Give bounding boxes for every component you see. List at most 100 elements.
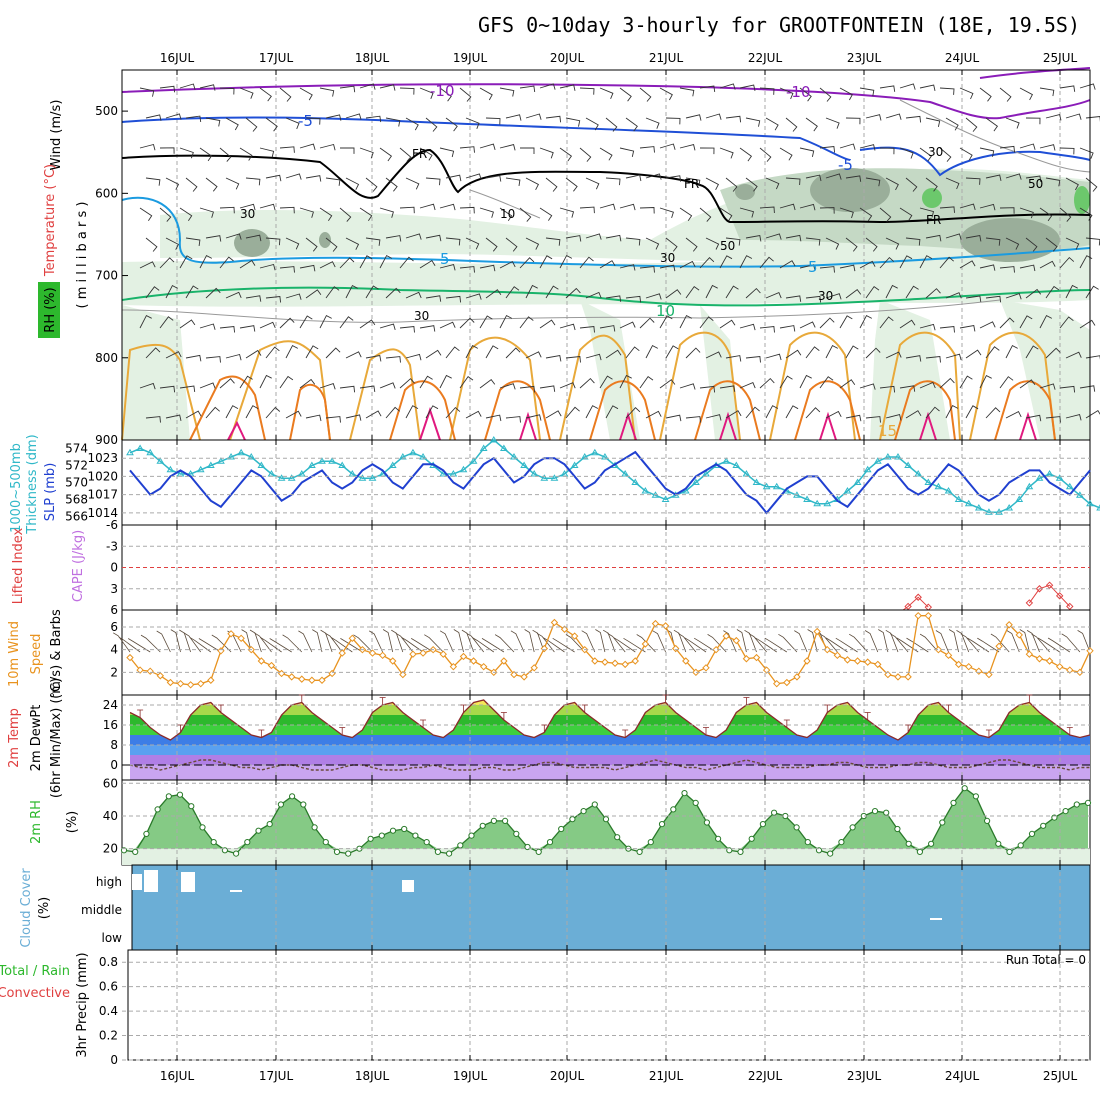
day-label-bottom: 25JUL [1043, 1069, 1078, 1083]
wind-barb [479, 143, 496, 151]
wind-speed-marker [136, 666, 144, 674]
wind-barb [905, 177, 918, 192]
lifted-index-line [1028, 584, 1071, 607]
wind-barb [519, 257, 535, 269]
wind-barb [425, 405, 439, 419]
wind-barb [999, 317, 1015, 329]
wind-barb [659, 87, 673, 101]
wind-barb [765, 117, 779, 131]
wind-barb [799, 264, 816, 271]
wind-barb [545, 410, 562, 419]
svg-text:30: 30 [414, 309, 429, 323]
wind-barb [579, 147, 592, 162]
wind-barb [1039, 260, 1056, 269]
thickness-marker [500, 444, 508, 451]
surface-wind-barb [536, 632, 555, 653]
wind-barb [299, 315, 313, 329]
wind-barb [645, 344, 659, 359]
wind-barb [805, 117, 818, 132]
wind-speed-marker [399, 670, 407, 679]
wind-barb [1005, 344, 1018, 359]
rh-marker [457, 842, 464, 849]
wind-barb [619, 87, 632, 102]
thickness-tick-label: 572 [65, 459, 88, 473]
wind-barb [579, 256, 594, 269]
wind-barb [899, 207, 913, 221]
wind-barb [225, 291, 242, 299]
thickness-markers [126, 436, 1100, 515]
wind-barb [965, 234, 982, 242]
wind-barb [245, 349, 262, 359]
wind-barb [319, 383, 336, 390]
surface-wind-barb [906, 637, 929, 653]
y-tick-label: 6 [110, 620, 118, 634]
wind-barb [459, 206, 475, 214]
thickness-marker [257, 461, 266, 468]
wind-speed-marker [227, 630, 235, 638]
wind-barb [439, 264, 456, 271]
rh-marker [995, 840, 1002, 847]
wind-speed-marker [924, 611, 933, 620]
wind-speed-marker [591, 657, 599, 665]
surface-wind-barb [935, 630, 949, 653]
wind-speed-marker [197, 679, 205, 688]
surface-wind-barb [673, 629, 687, 653]
wind-barb [939, 87, 955, 95]
y-tick-label: 60 [103, 776, 118, 790]
wind-barb [639, 207, 655, 214]
wind-barb [719, 385, 736, 392]
surface-wind-barb [990, 633, 1010, 653]
y-tick-label: 2 [110, 665, 118, 679]
surface-wind-barb [948, 629, 959, 653]
wind-barb [739, 207, 755, 218]
surface-wind-barb [1061, 633, 1081, 653]
wind-speed-marker [409, 650, 417, 658]
precip-panel: 0 0.2 0.4 0.6 0.8 Run Total = 0 Total / Rain… [0, 949, 1091, 1067]
temp-max-whisker [622, 729, 629, 738]
wind-barb [339, 207, 352, 222]
wind-barb [965, 177, 981, 185]
rh-markers [120, 785, 1092, 857]
wind-barb [485, 289, 502, 299]
wind-speed-marker [257, 657, 266, 665]
wind-barb [765, 233, 782, 240]
wind-speed-marker [389, 657, 397, 665]
pressure-tick-label: 900 [95, 433, 118, 447]
wind10m-panel: 2 4 6 10m Wind Speed (m/s) & Barbs [7, 609, 1094, 699]
wind-speed-marker [146, 667, 154, 675]
wind-barb [359, 255, 373, 269]
wind-barb [685, 114, 702, 121]
wind-barb [145, 177, 161, 186]
svg-text:low: low [102, 931, 123, 945]
svg-text:Speed: Speed [29, 634, 44, 675]
wind-barb [499, 207, 513, 222]
wind-barb [665, 175, 682, 182]
wind-barb [865, 237, 878, 252]
wind-barb [165, 414, 182, 421]
surface-wind-barb [678, 633, 697, 653]
day-label-bottom: 16JUL [160, 1069, 195, 1083]
rh-shading [122, 168, 1090, 440]
wind-barb [865, 285, 880, 299]
bottom-day-labels: 16JUL 17JUL 18JUL 19JUL 20JUL 21JUL 22JUL 23JUL… [160, 1069, 1078, 1083]
wind-barb [665, 117, 681, 125]
thickness-marker [469, 457, 478, 464]
svg-text:high: high [96, 875, 122, 889]
surface-wind-barb [764, 637, 788, 653]
surface-wind-barb [595, 629, 606, 653]
surface-wind-barb [878, 629, 889, 653]
wind-barb [179, 207, 193, 221]
wind-speed-marker [823, 645, 831, 654]
wind-speed-marker [176, 679, 185, 688]
thickness-marker [1086, 499, 1094, 507]
svg-text:FR: FR [412, 147, 427, 161]
wind-barb [459, 375, 474, 389]
rh-marker [1084, 799, 1092, 807]
thickness-marker [631, 478, 640, 485]
wind-barb [699, 257, 715, 269]
rh-marker [737, 848, 744, 856]
day-label-bottom: 18JUL [355, 1069, 390, 1083]
wind-barb [699, 147, 715, 155]
rh-marker [894, 825, 901, 833]
wind-barb [545, 237, 561, 246]
